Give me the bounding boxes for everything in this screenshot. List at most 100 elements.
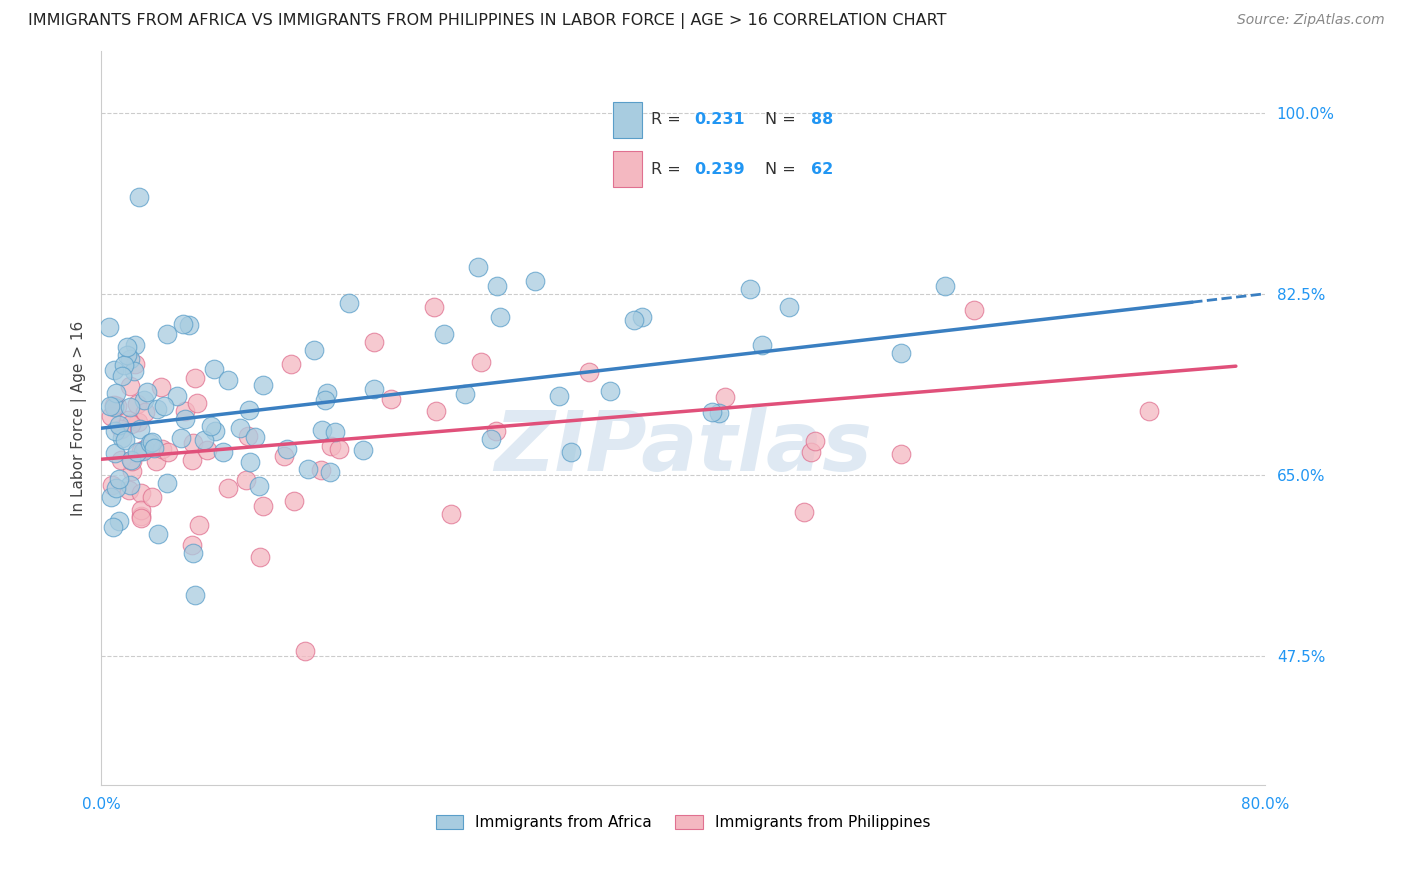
Point <box>120 417 142 431</box>
Point <box>117 348 139 362</box>
Point <box>623 313 645 327</box>
Point <box>239 455 262 469</box>
Point <box>129 421 152 435</box>
Point <box>485 424 508 438</box>
Point <box>184 371 207 385</box>
Point <box>100 409 122 424</box>
Point <box>145 454 167 468</box>
Point <box>186 396 208 410</box>
Point <box>118 401 141 415</box>
Text: IMMIGRANTS FROM AFRICA VS IMMIGRANTS FROM PHILIPPINES IN LABOR FORCE | AGE > 16 : IMMIGRANTS FROM AFRICA VS IMMIGRANTS FRO… <box>28 13 946 29</box>
Point <box>177 318 200 332</box>
Point <box>108 472 131 486</box>
Point <box>963 302 986 317</box>
Point <box>479 432 502 446</box>
Point <box>108 417 131 432</box>
Point <box>454 386 477 401</box>
Point <box>156 476 179 491</box>
Point <box>132 393 155 408</box>
Point <box>433 326 456 341</box>
Point <box>117 413 139 427</box>
Point <box>129 509 152 524</box>
Point <box>122 364 145 378</box>
Point <box>467 260 489 274</box>
Point <box>103 520 125 534</box>
Text: ZIPatlas: ZIPatlas <box>494 407 872 488</box>
Point <box>352 442 374 457</box>
Point <box>117 483 139 498</box>
Point <box>101 478 124 492</box>
Point <box>311 463 333 477</box>
Point <box>523 274 546 288</box>
Point <box>132 443 155 458</box>
Point <box>111 431 134 445</box>
Point <box>110 453 132 467</box>
Point <box>319 439 342 453</box>
Point <box>98 319 121 334</box>
Point <box>700 405 723 419</box>
Point <box>121 464 143 478</box>
Point <box>252 499 274 513</box>
Point <box>111 368 134 383</box>
Point <box>200 418 222 433</box>
Point <box>124 337 146 351</box>
Point <box>150 379 173 393</box>
Point <box>173 404 195 418</box>
Point <box>103 398 125 412</box>
Point <box>150 442 173 456</box>
Point <box>778 300 800 314</box>
Point <box>486 278 509 293</box>
Point <box>124 357 146 371</box>
Point <box>548 389 571 403</box>
Point <box>489 310 512 324</box>
Point <box>115 340 138 354</box>
Point <box>120 379 142 393</box>
Point <box>738 282 761 296</box>
Point <box>311 423 333 437</box>
Point <box>707 406 730 420</box>
Point <box>105 399 128 413</box>
Point <box>804 434 827 448</box>
Point <box>793 504 815 518</box>
Point <box>276 442 298 457</box>
Point <box>302 343 325 358</box>
Point <box>245 430 267 444</box>
Point <box>156 327 179 342</box>
Point <box>188 518 211 533</box>
Point <box>127 415 149 429</box>
Point <box>166 388 188 402</box>
Point <box>114 433 136 447</box>
Point <box>323 425 346 440</box>
Point <box>714 390 737 404</box>
Point <box>1137 404 1160 418</box>
Point <box>134 405 156 419</box>
Point <box>181 435 204 450</box>
Point <box>363 382 385 396</box>
Point <box>125 397 148 411</box>
Point <box>470 355 492 369</box>
Point <box>249 549 271 564</box>
Point <box>631 310 654 325</box>
Point <box>890 446 912 460</box>
Point <box>440 507 463 521</box>
Point <box>193 434 215 448</box>
Point <box>204 425 226 439</box>
Point <box>136 385 159 400</box>
Point <box>297 462 319 476</box>
Point <box>934 278 956 293</box>
Point <box>121 454 143 468</box>
Point <box>152 399 174 413</box>
Point <box>125 445 148 459</box>
Point <box>800 444 823 458</box>
Point <box>98 399 121 413</box>
Point <box>138 436 160 450</box>
Point <box>252 378 274 392</box>
Point <box>247 479 270 493</box>
Point <box>129 443 152 458</box>
Point <box>148 526 170 541</box>
Point <box>181 538 204 552</box>
Point <box>181 546 204 560</box>
Point <box>103 400 125 414</box>
Point <box>202 362 225 376</box>
Point <box>314 393 336 408</box>
